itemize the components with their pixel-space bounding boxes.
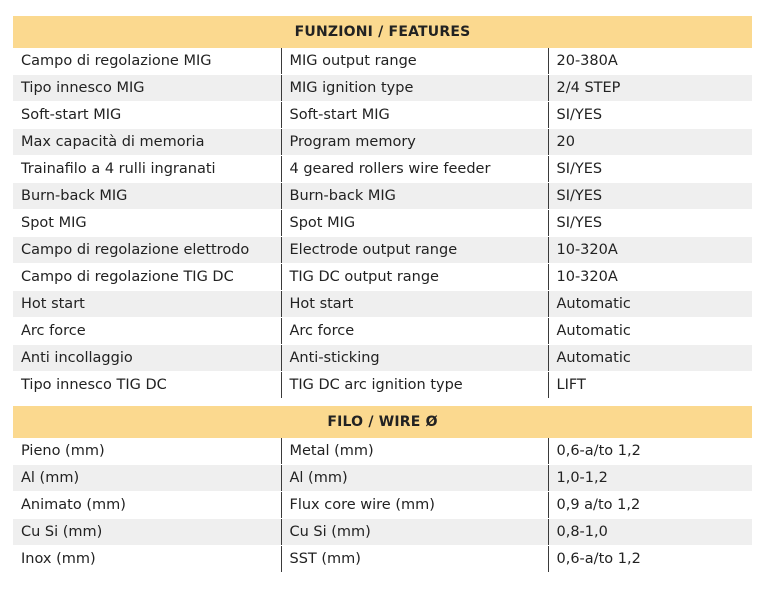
features-label-it-cell: Max capacità di memoria — [13, 128, 281, 156]
features-label-en-cell: Hot start — [280, 290, 548, 318]
wire-label-it-cell: Pieno (mm) — [13, 438, 281, 465]
wire-row: Cu Si (mm) Cu Si (mm) 0,8-1,0 — [13, 518, 753, 546]
features-value-cell: LIFT — [547, 371, 753, 399]
features-value-cell: 20 — [547, 128, 753, 156]
wire-value-cell: 0,9 a/to 1,2 — [547, 491, 753, 519]
features-row: Max capacità di memoria Program memory 20 — [13, 128, 753, 156]
wire-value-cell: 1,0-1,2 — [547, 464, 753, 492]
wire-label-it-cell: Al (mm) — [13, 464, 281, 492]
features-row: Spot MIG Spot MIG SI/YES — [13, 209, 753, 237]
features-label-it-cell: Arc force — [13, 317, 281, 345]
features-title: FUNZIONI / FEATURES — [13, 16, 753, 48]
features-label-en-cell: Arc force — [280, 317, 548, 345]
wire-label-en-cell: Cu Si (mm) — [280, 518, 548, 546]
wire-label-it-cell: Inox (mm) — [13, 545, 281, 573]
features-label-en-cell: 4 geared rollers wire feeder — [280, 155, 548, 183]
wire-label-en-cell: Flux core wire (mm) — [280, 491, 548, 519]
features-label-en-cell: Soft-start MIG — [280, 101, 548, 129]
features-label-en-cell: Spot MIG — [280, 209, 548, 237]
features-value-cell: SI/YES — [547, 209, 753, 237]
wire-row: Al (mm) Al (mm) 1,0-1,2 — [13, 464, 753, 492]
features-label-it-cell: Campo di regolazione MIG — [13, 48, 281, 75]
features-row: Campo di regolazione elettrodo Electrode … — [13, 236, 753, 264]
features-label-it-cell: Tipo innesco TIG DC — [13, 371, 281, 399]
wire-value-cell: 0,6-a/to 1,2 — [547, 545, 753, 573]
features-label-it-cell: Burn-back MIG — [13, 182, 281, 210]
features-label-en-cell: Program memory — [280, 128, 548, 156]
features-label-it-cell: Trainafilo a 4 rulli ingranati — [13, 155, 281, 183]
features-row: Soft-start MIG Soft-start MIG SI/YES — [13, 101, 753, 129]
features-body: Campo di regolazione MIG MIG output range… — [13, 48, 753, 399]
features-value-cell: 2/4 STEP — [547, 74, 753, 102]
features-value-cell: Automatic — [547, 317, 753, 345]
features-label-en-cell: Anti-sticking — [280, 344, 548, 372]
features-value-cell: Automatic — [547, 344, 753, 372]
features-label-it-cell: Campo di regolazione TIG DC — [13, 263, 281, 291]
features-label-it-cell: Campo di regolazione elettrodo — [13, 236, 281, 264]
wire-value-cell: 0,8-1,0 — [547, 518, 753, 546]
wire-row: Pieno (mm) Metal (mm) 0,6-a/to 1,2 — [13, 438, 753, 465]
features-label-it-cell: Spot MIG — [13, 209, 281, 237]
features-row: Arc force Arc force Automatic — [13, 317, 753, 345]
features-label-it-cell: Soft-start MIG — [13, 101, 281, 129]
features-row: Campo di regolazione MIG MIG output range… — [13, 48, 753, 75]
features-label-it-cell: Hot start — [13, 290, 281, 318]
wire-label-it-cell: Cu Si (mm) — [13, 518, 281, 546]
features-row: Campo di regolazione TIG DC TIG DC output… — [13, 263, 753, 291]
wire-value-cell: 0,6-a/to 1,2 — [547, 438, 753, 465]
features-value-cell: Automatic — [547, 290, 753, 318]
features-value-cell: SI/YES — [547, 182, 753, 210]
features-value-cell: 10-320A — [547, 263, 753, 291]
features-label-en-cell: TIG DC output range — [280, 263, 548, 291]
wire-label-en-cell: Metal (mm) — [280, 438, 548, 465]
wire-body: Pieno (mm) Metal (mm) 0,6-a/to 1,2 Al (mm) A… — [13, 438, 753, 573]
wire-label-it-cell: Animato (mm) — [13, 491, 281, 519]
wire-row: Inox (mm) SST (mm) 0,6-a/to 1,2 — [13, 545, 753, 573]
features-label-en-cell: MIG ignition type — [280, 74, 548, 102]
features-header-row: FUNZIONI / FEATURES — [13, 16, 753, 48]
wire-title: FILO / WIRE Ø — [13, 406, 753, 438]
features-value-cell: 10-320A — [547, 236, 753, 264]
features-row: Burn-back MIG Burn-back MIG SI/YES — [13, 182, 753, 210]
features-row: Hot start Hot start Automatic — [13, 290, 753, 318]
wire-label-en-cell: SST (mm) — [280, 545, 548, 573]
features-label-it-cell: Tipo innesco MIG — [13, 74, 281, 102]
features-value-cell: SI/YES — [547, 155, 753, 183]
wire-table: FILO / WIRE Ø Pieno (mm) Metal (mm) 0,6-a/… — [13, 406, 753, 573]
wire-label-en-cell: Al (mm) — [280, 464, 548, 492]
wire-header-row: FILO / WIRE Ø — [13, 406, 753, 438]
features-label-en-cell: Burn-back MIG — [280, 182, 548, 210]
features-table: FUNZIONI / FEATURES Campo di regolazione… — [13, 16, 753, 399]
features-row: Tipo innesco MIG MIG ignition type 2/4 STE… — [13, 74, 753, 102]
features-row: Tipo innesco TIG DC TIG DC arc ignition t… — [13, 371, 753, 399]
features-label-en-cell: MIG output range — [280, 48, 548, 75]
features-row: Anti incollaggio Anti-sticking Automatic — [13, 344, 753, 372]
features-value-cell: 20-380A — [547, 48, 753, 75]
features-label-en-cell: TIG DC arc ignition type — [280, 371, 548, 399]
features-label-en-cell: Electrode output range — [280, 236, 548, 264]
wire-row: Animato (mm) Flux core wire (mm) 0,9 a/to … — [13, 491, 753, 519]
features-row: Trainafilo a 4 rulli ingranati 4 geared r… — [13, 155, 753, 183]
features-value-cell: SI/YES — [547, 101, 753, 129]
features-label-it-cell: Anti incollaggio — [13, 344, 281, 372]
